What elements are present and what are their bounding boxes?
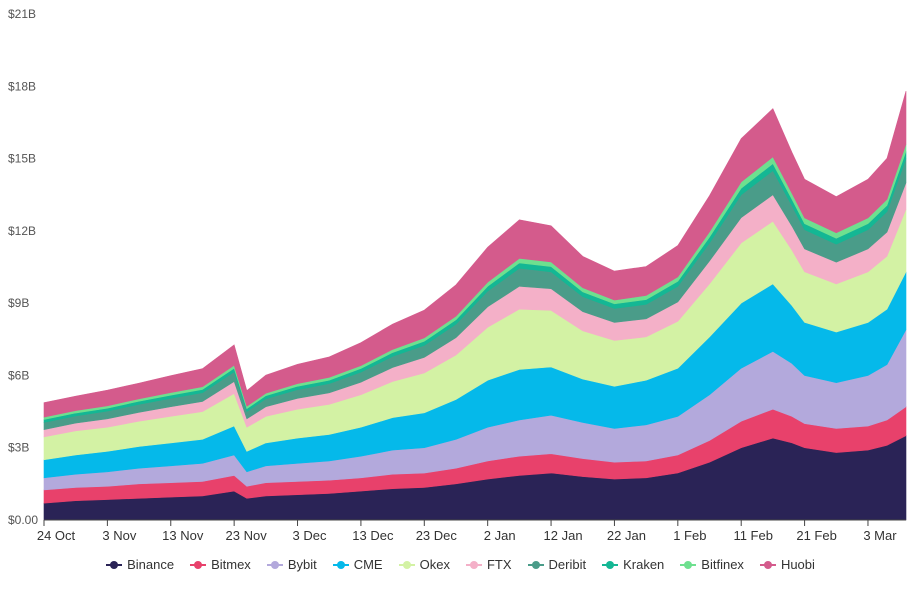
legend-item-huobi[interactable]: Huobi xyxy=(759,557,815,572)
legend-item-bitmex[interactable]: Bitmex xyxy=(190,557,251,572)
x-tick-label: 3 Dec xyxy=(293,528,327,543)
legend-marker-icon xyxy=(759,560,776,569)
legend-marker-icon xyxy=(527,560,544,569)
area-series-huobi xyxy=(43,91,907,418)
series-areas xyxy=(43,91,907,521)
x-tick-label: 3 Nov xyxy=(102,528,136,543)
legend-label: Binance xyxy=(127,557,175,572)
x-tick-label: 13 Dec xyxy=(352,528,394,543)
x-tick-label: 1 Feb xyxy=(673,528,706,543)
legend-item-deribit[interactable]: Deribit xyxy=(527,557,587,572)
legend-label: Deribit xyxy=(548,557,587,572)
x-tick-label: 23 Nov xyxy=(226,528,268,543)
x-tick-label: 3 Mar xyxy=(863,528,897,543)
legend-label: Huobi xyxy=(780,557,815,572)
x-tick-label: 23 Dec xyxy=(416,528,458,543)
legend-item-bybit[interactable]: Bybit xyxy=(266,557,317,572)
x-tick-label: 11 Feb xyxy=(733,528,773,543)
x-tick-label: 12 Jan xyxy=(544,528,583,543)
legend-item-cme[interactable]: CME xyxy=(332,557,383,572)
legend-marker-icon xyxy=(602,560,619,569)
legend-marker-icon xyxy=(465,560,482,569)
y-tick-label: $18B xyxy=(8,79,36,93)
y-tick-label: $3B xyxy=(8,441,29,455)
legend-marker-icon xyxy=(332,560,349,569)
legend-item-kraken[interactable]: Kraken xyxy=(602,557,664,572)
legend-label: Bybit xyxy=(287,557,317,572)
x-tick-label: 2 Jan xyxy=(484,528,516,543)
y-tick-label: $6B xyxy=(8,368,29,382)
legend-label: Kraken xyxy=(623,557,665,572)
y-tick-label: $9B xyxy=(8,296,29,310)
legend-marker-icon xyxy=(266,560,283,569)
legend-marker-icon xyxy=(398,560,415,569)
x-tick-label: 24 Oct xyxy=(37,528,76,543)
y-tick-label: $12B xyxy=(8,224,36,238)
legend-item-okex[interactable]: Okex xyxy=(398,557,450,572)
legend-label: FTX xyxy=(486,557,512,572)
legend-item-ftx[interactable]: FTX xyxy=(465,557,512,572)
legend-label: Bitfinex xyxy=(701,557,744,572)
legend: Binance Bitmex Bybit CME Okex FTX Deribit Krake… xyxy=(0,557,921,572)
x-tick-label: 13 Nov xyxy=(162,528,204,543)
legend-label: Bitmex xyxy=(211,557,251,572)
legend-label: Okex xyxy=(419,557,450,572)
legend-label: CME xyxy=(353,557,383,572)
x-tick-label: 21 Feb xyxy=(796,528,836,543)
x-axis: 24 Oct 3 Nov 13 Nov 23 Nov 3 Dec 13 Dec 23 Dec… xyxy=(37,519,906,543)
y-tick-label: $21B xyxy=(8,7,36,21)
y-tick-label: $0.00 xyxy=(8,513,38,527)
legend-item-binance[interactable]: Binance xyxy=(106,557,174,572)
legend-marker-icon xyxy=(190,560,207,569)
y-axis-labels: $0.00 $3B $6B $9B $12B $15B $18B $21B xyxy=(8,7,38,527)
legend-marker-icon xyxy=(680,560,697,569)
legend-item-bitfinex[interactable]: Bitfinex xyxy=(680,557,744,572)
x-tick-label: 22 Jan xyxy=(607,528,646,543)
legend-marker-icon xyxy=(106,560,123,569)
y-tick-label: $15B xyxy=(8,152,36,166)
